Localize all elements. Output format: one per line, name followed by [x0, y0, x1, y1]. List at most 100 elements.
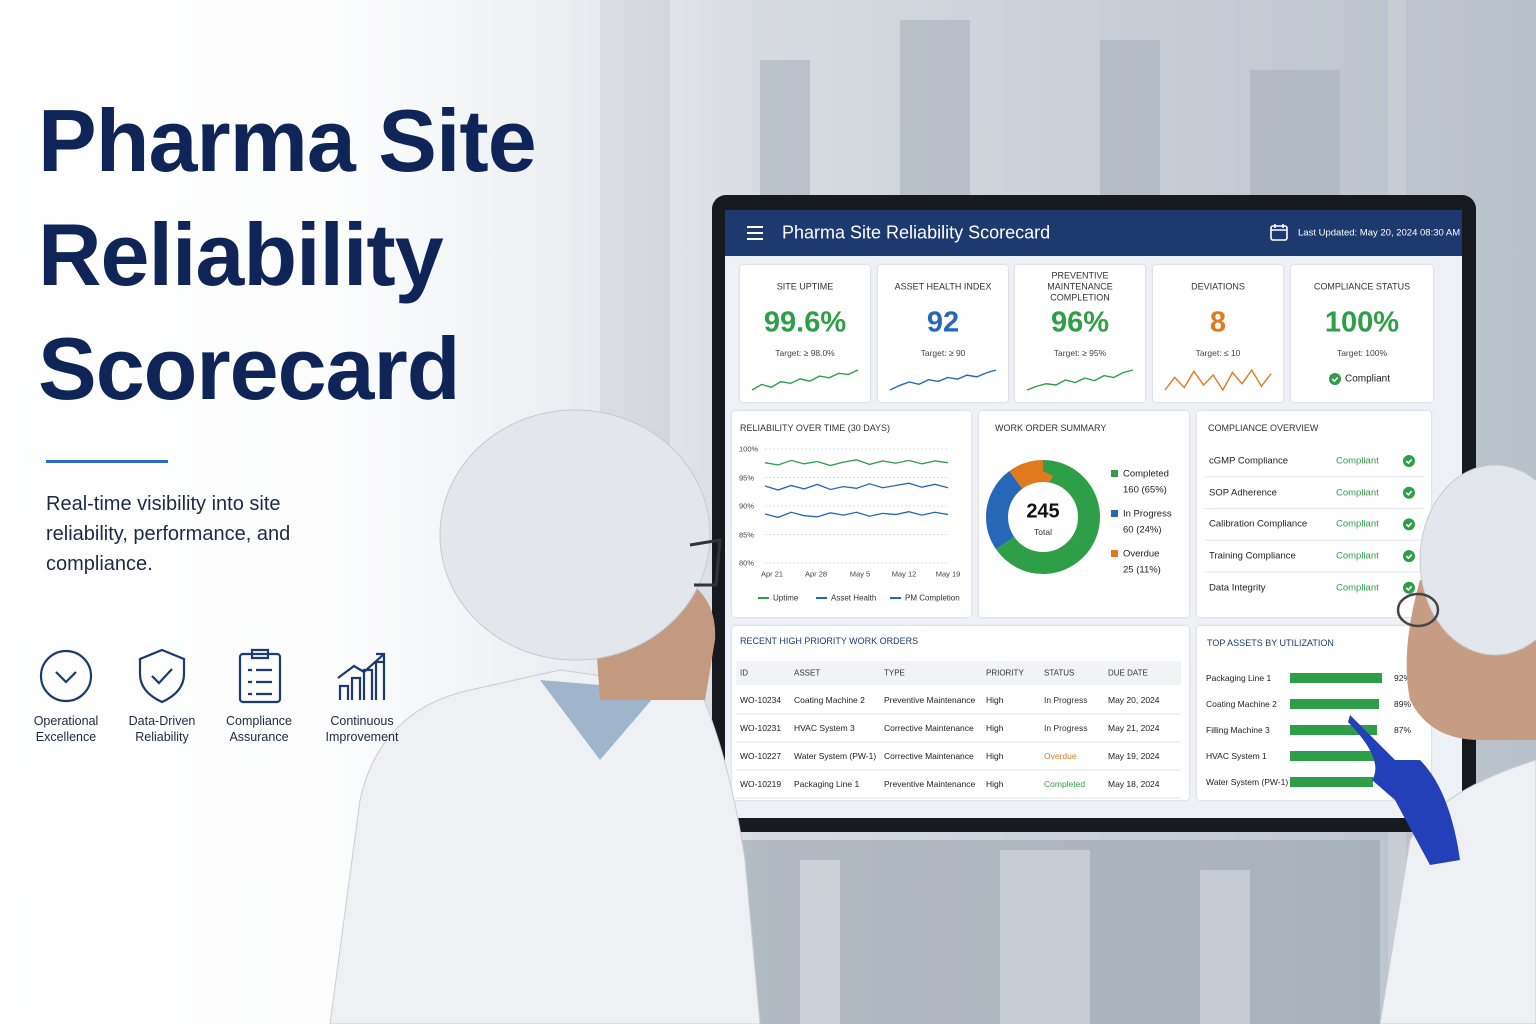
legend-label: Completed [1123, 468, 1169, 480]
check-icon [1403, 518, 1415, 531]
column-header: TYPE [884, 668, 905, 678]
kpi-value: 92 [926, 306, 960, 339]
check-icon [1403, 455, 1415, 467]
check-mark [1405, 490, 1413, 496]
kpi-card [1291, 265, 1433, 402]
x-tick-label: May 5 [849, 569, 871, 579]
y-tick-label: 100% [739, 444, 759, 454]
feature-label: Operational Excellence [33, 714, 99, 744]
calendar-icon [1270, 224, 1288, 241]
table-cell: Completed [1044, 779, 1086, 789]
table-cell: In Progress [1044, 723, 1088, 733]
feature-label: Data-Driven Reliability [128, 714, 196, 744]
table-cell: Corrective Maintenance [884, 723, 974, 733]
compliance-name: SOP Adherence [1209, 487, 1277, 499]
kpi-value: 99.6% [763, 306, 847, 339]
y-tick-label: 80% [739, 558, 755, 568]
asset-label: HVAC System 1 [1206, 751, 1267, 761]
table-cell: Overdue [1044, 751, 1077, 761]
bar [1290, 751, 1375, 761]
kpi-label: SITE UPTIME [776, 281, 834, 292]
kpi-label: COMPLIANCE STATUS [1313, 281, 1411, 292]
bar [1290, 673, 1382, 683]
hero-subtitle: Real-time visibility into site reliabili… [46, 493, 291, 575]
asset-label: Coating Machine 2 [1206, 699, 1277, 709]
legend-label: Overdue [1123, 548, 1160, 560]
feature-label: Compliance Assurance [225, 714, 292, 744]
legend-swatch [1111, 510, 1118, 517]
table-cell: High [986, 751, 1004, 761]
legend-label: PM Completion [905, 593, 960, 603]
legend-value: 25 (11%) [1123, 564, 1161, 576]
table-cell: May 19, 2024 [1108, 751, 1160, 761]
check-mark [1405, 554, 1413, 560]
kpi-target: Target: 100% [1336, 348, 1388, 358]
compliance-name: Training Compliance [1209, 550, 1296, 562]
kpi-target: Target: ≥ 95% [1053, 348, 1107, 358]
sparkline [1026, 369, 1134, 391]
legend-swatch [1111, 470, 1118, 477]
menu-icon[interactable] [746, 225, 764, 241]
table-cell: High [986, 779, 1004, 789]
y-tick-label: 90% [739, 501, 755, 511]
kpi-label: DEVIATIONS [1191, 281, 1245, 292]
orders-panel [732, 626, 1189, 800]
table-cell: Preventive Maintenance [884, 695, 976, 705]
table-cell: Packaging Line 1 [794, 779, 860, 789]
table-cell: May 18, 2024 [1108, 779, 1160, 789]
table-cell: HVAC System 3 [794, 723, 855, 733]
donut-total-label: Total [1034, 527, 1052, 537]
line-series [764, 482, 949, 491]
table-cell: Coating Machine 2 [794, 695, 865, 705]
compliance-status: Compliant [1336, 550, 1379, 562]
table-cell: WO-10227 [740, 751, 782, 761]
compliance-name: Data Integrity [1209, 582, 1266, 594]
kpi-value: 8 [1209, 306, 1227, 339]
column-header: DUE DATE [1108, 668, 1148, 678]
panel-title: TOP ASSETS BY UTILIZATION [1207, 638, 1334, 648]
asset-label: Filling Machine 3 [1206, 725, 1270, 735]
donut-segment [986, 460, 1100, 574]
kpi-card [740, 265, 870, 402]
y-tick-label: 85% [739, 530, 755, 539]
bar-value-label: 92% [1394, 673, 1412, 683]
kpi-label: ASSET HEALTH INDEX [894, 281, 992, 292]
check-mark [1405, 458, 1413, 465]
check-icon [1329, 373, 1341, 385]
table-cell: WO-10219 [740, 779, 782, 789]
table-cell: May 20, 2024 [1108, 695, 1160, 705]
hero-title: Pharma Site Reliability Scorecard [38, 91, 537, 418]
table-cell: Preventive Maintenance [884, 779, 976, 789]
panel-title: RELIABILITY OVER TIME (30 DAYS) [740, 423, 891, 433]
legend-swatch [1111, 550, 1118, 557]
table-cell: May 21, 2024 [1108, 723, 1160, 733]
panel-title: WORK ORDER SUMMARY [995, 423, 1107, 433]
sparkline [889, 369, 997, 391]
feature-icons [39, 648, 386, 704]
dashboard-title: Pharma Site Reliability Scorecard [782, 222, 1051, 243]
kpi-status: Compliant [1345, 373, 1391, 385]
bar [1290, 699, 1379, 709]
legend-label: Asset Health [831, 593, 877, 603]
x-tick-label: May 12 [891, 569, 917, 579]
x-tick-label: Apr 21 [760, 569, 784, 579]
column-header: STATUS [1044, 668, 1075, 678]
sparkline [751, 369, 859, 391]
compliance-status: Compliant [1336, 582, 1379, 594]
kpi-card [1153, 265, 1283, 402]
column-header: ASSET [794, 668, 821, 678]
dashboard-header [725, 210, 1462, 256]
kpi-target: Target: ≤ 10 [1195, 348, 1241, 358]
table-cell: In Progress [1044, 695, 1088, 705]
bar [1290, 777, 1373, 787]
legend-label: Uptime [773, 593, 799, 603]
check-icon [1403, 581, 1415, 594]
panel-title: COMPLIANCE OVERVIEW [1208, 423, 1319, 433]
y-tick-label: 95% [739, 473, 755, 482]
kpi-label: PREVENTIVE MAINTENANCE COMPLETION [1047, 270, 1113, 303]
table-cell: High [986, 723, 1004, 733]
